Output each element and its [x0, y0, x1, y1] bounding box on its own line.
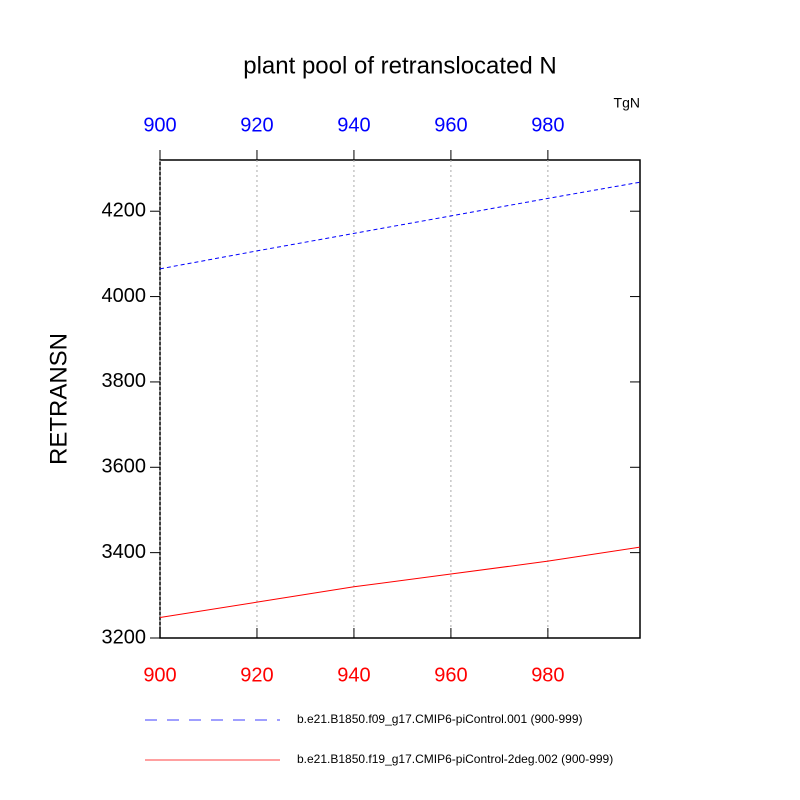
series-line	[159, 181, 641, 270]
x-top-tick-label: 920	[240, 114, 273, 136]
x-top-tick-label: 900	[143, 114, 176, 136]
x-tick-label: 960	[434, 664, 467, 686]
y-axis-label: RETRANSN	[45, 333, 72, 465]
y-tick-label: 3200	[102, 626, 147, 648]
x-tick-label: 900	[143, 664, 176, 686]
legend-label: b.e21.B1850.f19_g17.CMIP6-piControl-2deg…	[297, 752, 613, 766]
y-tick-label: 3600	[102, 456, 147, 478]
plot-frame	[159, 159, 641, 639]
x-tick-label: 940	[337, 664, 370, 686]
series-line	[159, 546, 641, 619]
x-top-tick-label: 940	[337, 114, 370, 136]
chart-title: plant pool of retranslocated N	[243, 52, 557, 79]
x-tick-label: 920	[240, 664, 273, 686]
y-tick-label: 4200	[102, 199, 147, 221]
x-tick-label: 980	[531, 664, 564, 686]
y-tick-label: 3800	[102, 370, 147, 392]
x-top-tick-label: 980	[531, 114, 564, 136]
legend-label: b.e21.B1850.f09_g17.CMIP6-piControl.001 …	[297, 712, 583, 726]
y-tick-label: 4000	[102, 285, 147, 307]
y-tick-label: 3400	[102, 541, 147, 563]
x-top-tick-label: 960	[434, 114, 467, 136]
units-label: TgN	[614, 95, 640, 111]
